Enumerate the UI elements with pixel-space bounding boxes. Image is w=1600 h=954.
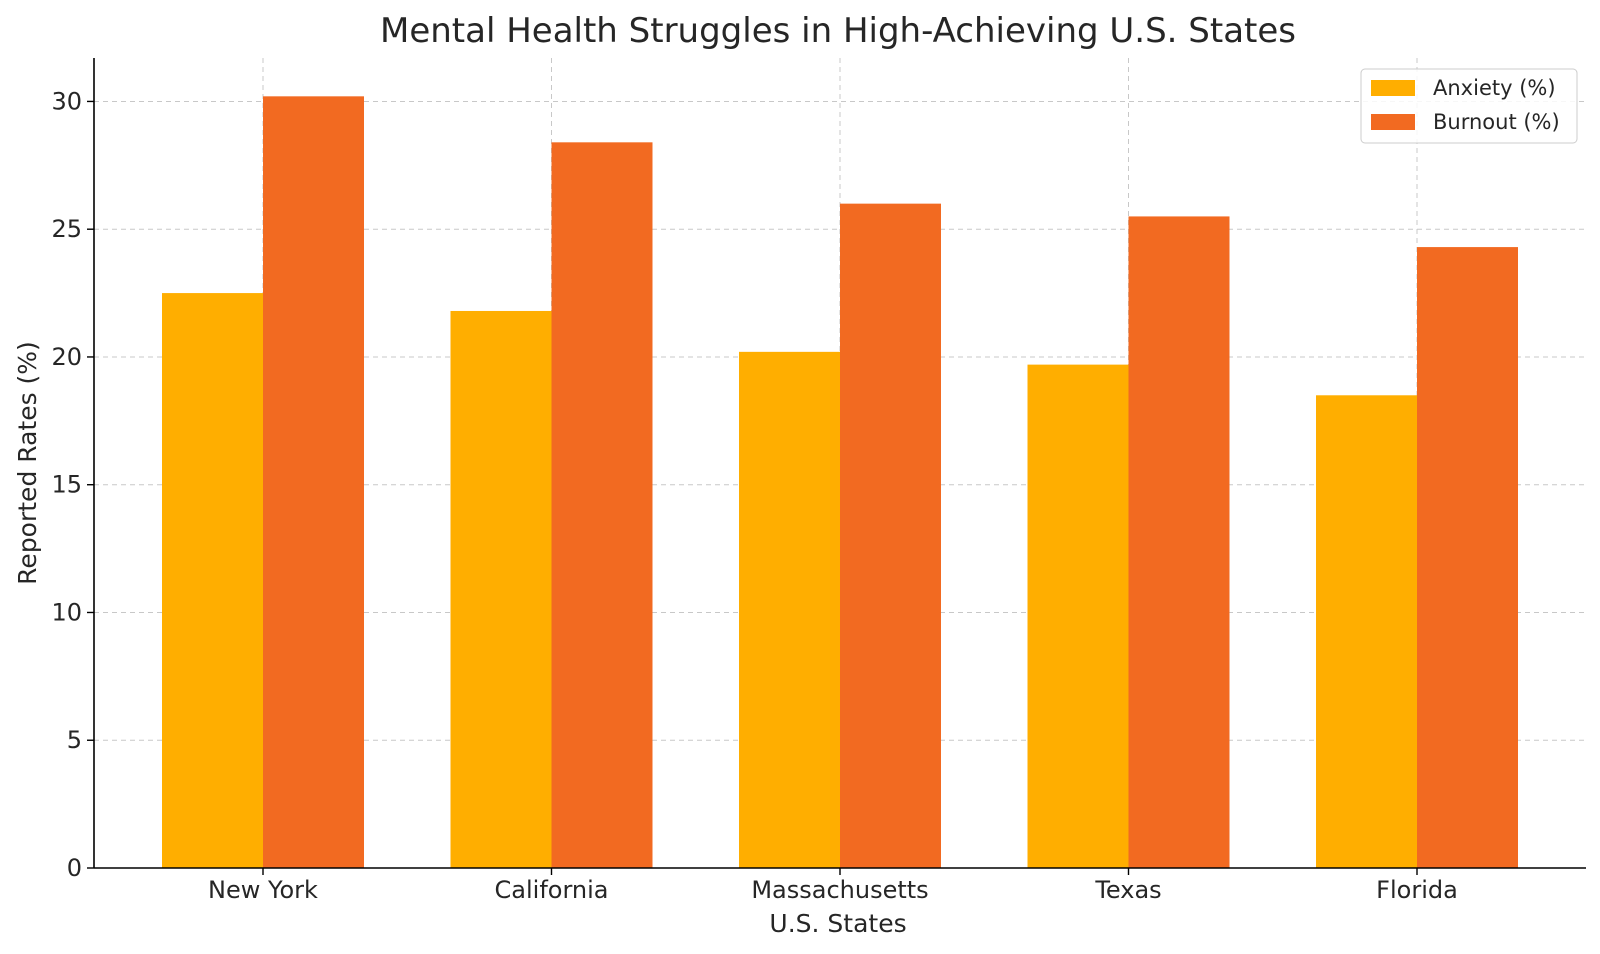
bar-anxiety-2	[739, 351, 840, 868]
x-tick-label: California	[495, 876, 609, 904]
y-tick-label: 15	[51, 471, 82, 499]
y-axis-label: Reported Rates (%)	[13, 341, 42, 585]
y-axis-ticks: 0 5 10 15 20 25 30	[51, 87, 94, 882]
bar-burnout-1	[551, 142, 653, 868]
bar-anxiety-3	[1027, 364, 1129, 868]
bar-anxiety-0	[162, 293, 263, 868]
bar-burnout-4	[1417, 247, 1518, 868]
legend-swatch-burnout	[1371, 114, 1415, 130]
legend-swatch-anxiety	[1371, 80, 1415, 96]
y-tick-label: 30	[51, 87, 82, 115]
y-tick-label: 10	[51, 598, 82, 626]
bar-burnout-2	[840, 203, 941, 869]
y-tick-label: 25	[51, 215, 82, 243]
bar-anxiety-1	[450, 310, 552, 868]
chart-title: Mental Health Struggles in High-Achievin…	[380, 11, 1296, 51]
legend: Anxiety (%) Burnout (%)	[1360, 68, 1578, 144]
x-tick-label: Florida	[1376, 876, 1458, 904]
y-tick-label: 0	[67, 854, 82, 882]
x-tick-label: Massachusetts	[751, 876, 928, 904]
legend-label-burnout: Burnout (%)	[1433, 110, 1560, 134]
legend-label-anxiety: Anxiety (%)	[1433, 76, 1556, 100]
bar-anxiety-4	[1316, 395, 1417, 868]
y-tick-label: 5	[67, 726, 82, 754]
bars	[162, 96, 1518, 869]
y-tick-label: 20	[51, 343, 82, 371]
x-axis-ticks: New York California Massachusetts Texas Flor…	[208, 868, 1458, 904]
x-tick-label: Texas	[1094, 876, 1161, 904]
bar-burnout-0	[263, 96, 364, 869]
x-axis-label: U.S. States	[769, 909, 906, 938]
x-tick-label: New York	[208, 876, 318, 904]
bar-burnout-3	[1128, 216, 1230, 868]
